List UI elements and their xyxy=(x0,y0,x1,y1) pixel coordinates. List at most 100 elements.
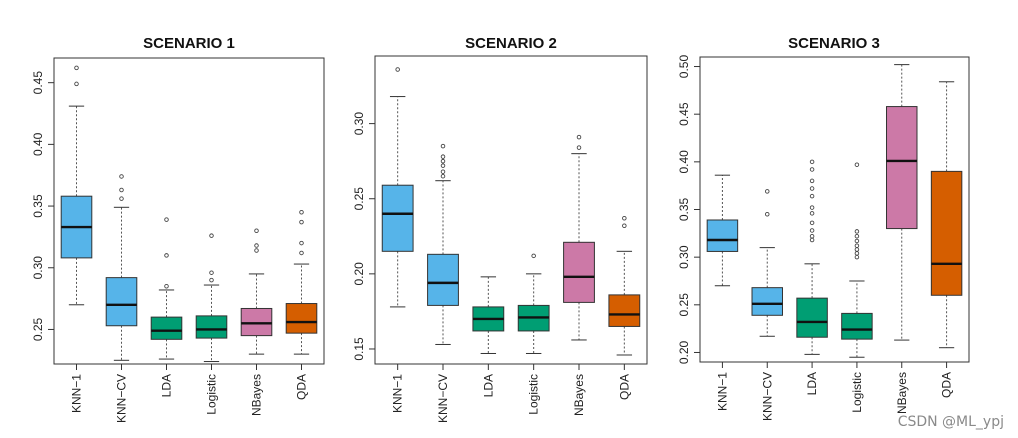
y-tick-label: 0.15 xyxy=(352,337,366,361)
category-label: QDA xyxy=(295,374,309,400)
outlier-point xyxy=(809,211,815,216)
outlier-point xyxy=(209,277,214,283)
category-label: KNN−CV xyxy=(436,374,450,423)
category-label: KNN−1 xyxy=(715,372,729,411)
category-label: KNN−1 xyxy=(391,374,405,413)
outlier-point xyxy=(440,143,446,149)
outlier-point xyxy=(440,154,446,159)
x-axis: KNN−1 KNN−CV LDA Logistic NBayes QDA xyxy=(70,364,309,423)
outlier-point xyxy=(576,145,582,150)
category-label: Logistic xyxy=(850,372,864,413)
y-tick-label: 0.40 xyxy=(677,150,691,174)
outlier-point xyxy=(299,209,304,215)
panel-scenario-3: SCENARIO 3 0.200.250.300.350.400.450.50 … xyxy=(677,35,970,421)
x-axis: KNN−1 KNN−CV LDA Logistic NBayes QDA xyxy=(391,364,631,423)
box-iqr xyxy=(886,106,918,230)
outlier-point xyxy=(119,174,124,179)
category-label: NBayes xyxy=(572,374,586,416)
box-iqr xyxy=(285,303,318,334)
outlier-point xyxy=(74,81,79,87)
category-label: KNN−CV xyxy=(115,374,129,423)
category-label: LDA xyxy=(481,374,495,397)
outlier-point xyxy=(622,216,627,221)
plot-frame xyxy=(53,57,325,365)
y-tick-label: 0.25 xyxy=(352,187,366,211)
box-2 xyxy=(472,276,505,354)
box-4 xyxy=(886,64,918,341)
y-tick-label: 0.50 xyxy=(677,55,691,79)
box-3 xyxy=(841,162,873,358)
outlier-point xyxy=(854,162,860,167)
panel-title: SCENARIO 2 xyxy=(465,35,557,52)
outlier-point xyxy=(854,247,860,252)
plot-frame xyxy=(374,55,648,365)
box-iqr xyxy=(796,297,828,338)
category-label: NBayes xyxy=(250,374,264,416)
box-iqr xyxy=(105,277,138,327)
box-2 xyxy=(150,217,183,360)
box-iqr xyxy=(195,315,228,339)
outlier-point xyxy=(854,233,860,239)
outlier-point xyxy=(299,219,304,225)
outlier-point xyxy=(765,212,770,217)
panel-title: SCENARIO 1 xyxy=(143,35,235,52)
outlier-point xyxy=(809,159,815,165)
box-3 xyxy=(195,233,228,363)
panel-scenario-2: SCENARIO 2 0.15 0.20 0.25 0.30 KNN−1 KNN−CV L… xyxy=(352,35,648,423)
y-axis: 0.25 0.30 0.35 0.40 0.45 xyxy=(31,71,54,341)
category-label: QDA xyxy=(940,372,954,398)
box-iqr xyxy=(841,312,873,340)
box-4 xyxy=(563,134,595,341)
box-iqr xyxy=(706,219,739,252)
outlier-point xyxy=(765,189,770,194)
box-series xyxy=(381,67,641,356)
box-1 xyxy=(427,143,459,345)
outlier-point xyxy=(854,243,860,248)
y-tick-label: 0.30 xyxy=(31,256,45,280)
box-2 xyxy=(796,159,828,355)
category-label: LDA xyxy=(160,374,174,397)
box-5 xyxy=(608,216,641,356)
y-axis: 0.20 0.25 0.30 0.35 0.40 0.45 0.50 xyxy=(677,55,700,364)
y-tick-label: 0.30 xyxy=(677,245,691,269)
outlier-point xyxy=(440,158,446,164)
outlier-point xyxy=(809,228,815,233)
y-tick-label: 0.20 xyxy=(677,340,691,364)
box-3 xyxy=(517,253,550,354)
outlier-point xyxy=(209,270,214,275)
box-iqr xyxy=(240,307,273,337)
category-label: NBayes xyxy=(895,372,909,414)
y-tick-label: 0.25 xyxy=(677,293,691,317)
outlier-point xyxy=(809,237,815,243)
y-tick-label: 0.35 xyxy=(677,197,691,221)
box-iqr xyxy=(751,287,783,316)
outlier-point xyxy=(809,205,815,210)
category-label: Logistic xyxy=(527,374,541,415)
outlier-point xyxy=(440,169,446,174)
outlier-point xyxy=(254,248,259,253)
category-label: Logistic xyxy=(205,374,219,415)
outlier-point xyxy=(809,186,815,191)
category-label: KNN−1 xyxy=(70,374,84,413)
y-tick-label: 0.35 xyxy=(31,194,45,218)
outlier-point xyxy=(854,238,860,244)
plot-frame xyxy=(699,56,970,363)
outlier-point xyxy=(440,173,446,179)
x-axis: KNN−1 KNN−CV LDA Logistic NBayes QDA xyxy=(715,362,954,421)
y-tick-label: 0.30 xyxy=(352,112,366,136)
outlier-point xyxy=(809,233,815,239)
category-label: LDA xyxy=(805,372,819,395)
outlier-point xyxy=(119,196,124,201)
outlier-point xyxy=(854,254,860,260)
outlier-point xyxy=(299,240,304,246)
box-0 xyxy=(60,65,93,306)
y-tick-label: 0.20 xyxy=(352,262,366,286)
box-iqr xyxy=(930,170,963,296)
box-iqr xyxy=(563,241,595,303)
category-label: KNN−CV xyxy=(760,372,774,421)
outlier-point xyxy=(440,163,446,168)
outlier-point xyxy=(531,253,536,259)
outlier-point xyxy=(576,134,582,140)
y-tick-label: 0.40 xyxy=(31,132,45,156)
